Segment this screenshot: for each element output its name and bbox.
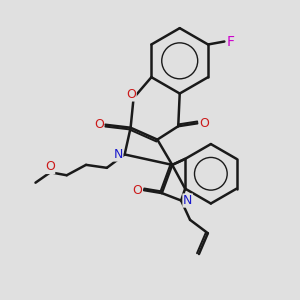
Text: O: O (94, 118, 104, 131)
Text: O: O (199, 117, 209, 130)
Text: N: N (183, 194, 192, 207)
Text: O: O (45, 160, 55, 173)
Text: O: O (126, 88, 136, 101)
Text: N: N (113, 148, 123, 161)
Text: F: F (227, 34, 235, 49)
Text: O: O (133, 184, 142, 196)
